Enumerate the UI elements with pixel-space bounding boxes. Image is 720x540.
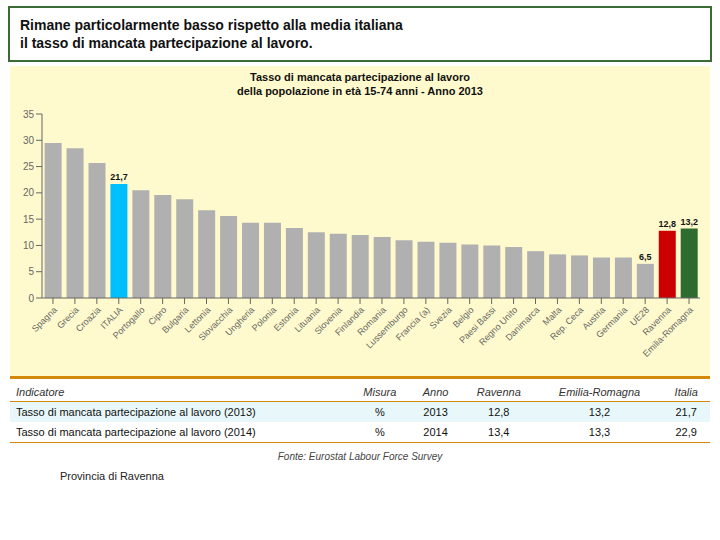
html-text:della popolazione in età 15-74: della popolazione in età 15-74 anni - An…	[237, 85, 483, 97]
html-text:Anno: Anno	[422, 386, 449, 398]
svg-text:30: 30	[23, 135, 35, 146]
svg-text:Austria: Austria	[580, 304, 608, 332]
html-text:Tasso di mancata partecipazion: Tasso di mancata partecipazione al lavor…	[16, 426, 256, 438]
html-text:Indicatore: Indicatore	[16, 386, 65, 398]
svg-text:Emilia-Romagna: Emilia-Romagna	[641, 305, 695, 359]
svg-text:Portogallo: Portogallo	[111, 305, 147, 341]
svg-text:Svezia: Svezia	[428, 305, 454, 331]
svg-text:Polonia: Polonia	[249, 304, 279, 334]
html-text:Tasso di mancata partecipazion: Tasso di mancata partecipazione al lavor…	[250, 71, 470, 83]
svg-text:Francia (a): Francia (a)	[394, 305, 432, 343]
html-text:13,2: 13,2	[588, 406, 611, 418]
html-text:21,7: 21,7	[675, 406, 697, 418]
svg-text:10: 10	[23, 240, 35, 251]
html-text:13,4: 13,4	[488, 426, 510, 438]
html-text:Tasso di mancata partecipazion: Tasso di mancata partecipazione al lavor…	[16, 406, 256, 418]
html-text:22,9: 22,9	[675, 426, 697, 438]
svg-text:Lussemburgo: Lussemburgo	[364, 304, 410, 351]
html-text:Italia: Italia	[674, 386, 698, 398]
html-text:Fonte: Eurostat Labour Force S: Fonte: Eurostat Labour Force Survey	[277, 451, 443, 462]
html-text:Ravenna: Ravenna	[476, 386, 521, 398]
svg-text:Paesi Bassi: Paesi Bassi	[457, 304, 498, 346]
svg-text:Lituania: Lituania	[292, 304, 323, 335]
svg-text:Cipro: Cipro	[146, 304, 169, 328]
svg-text:21,7: 21,7	[110, 172, 128, 182]
svg-text:Romania: Romania	[355, 304, 388, 338]
svg-text:Rep. Ceca: Rep. Ceca	[548, 305, 585, 342]
svg-text:25: 25	[23, 161, 35, 172]
svg-text:Danimarca: Danimarca	[504, 305, 542, 343]
svg-text:35: 35	[23, 109, 35, 120]
svg-text:6,5: 6,5	[639, 252, 652, 262]
html-text:Emilia-Romagna: Emilia-Romagna	[558, 386, 641, 398]
svg-text:Malta: Malta	[540, 304, 564, 328]
svg-text:Slovenia: Slovenia	[312, 304, 344, 337]
html-text:2014: 2014	[423, 426, 448, 438]
html-text:13,3: 13,3	[588, 426, 611, 438]
html-text:Rimane particolarmente basso r: Rimane particolarmente basso rispetto al…	[20, 17, 403, 33]
svg-text:Belgio: Belgio	[450, 304, 476, 330]
svg-text:Slovacchia: Slovacchia	[196, 304, 235, 343]
svg-text:Grecia: Grecia	[55, 304, 81, 331]
svg-text:UE28: UE28	[628, 304, 652, 328]
svg-text:Finlandia: Finlandia	[333, 304, 366, 338]
svg-text:Spagna: Spagna	[30, 305, 59, 334]
svg-text:Ungheria: Ungheria	[223, 305, 256, 338]
svg-text:15: 15	[23, 214, 35, 225]
html-text:Misura: Misura	[363, 386, 397, 398]
html-text:2013: 2013	[423, 406, 448, 418]
svg-text:Germania: Germania	[594, 305, 629, 340]
svg-text:Ravenna: Ravenna	[640, 304, 673, 338]
svg-text:13,2: 13,2	[680, 217, 698, 227]
svg-text:ITALIA: ITALIA	[98, 304, 125, 331]
html-text:Provincia di Ravenna: Provincia di Ravenna	[60, 470, 164, 482]
svg-text:Bulgaria: Bulgaria	[160, 304, 191, 336]
svg-text:0: 0	[28, 293, 34, 304]
svg-text:Estonia: Estonia	[271, 304, 301, 334]
svg-text:20: 20	[23, 187, 35, 198]
svg-text:Croazia: Croazia	[74, 305, 103, 334]
html-text:12,8: 12,8	[488, 406, 510, 418]
svg-text:Regno Unito: Regno Unito	[477, 304, 520, 348]
svg-text:5: 5	[28, 266, 34, 277]
svg-text:12,8: 12,8	[658, 219, 676, 229]
svg-text:Lettonia: Lettonia	[182, 304, 213, 335]
html-text:il tasso di mancata partecipaz: il tasso di mancata partecipazione al la…	[20, 35, 313, 51]
